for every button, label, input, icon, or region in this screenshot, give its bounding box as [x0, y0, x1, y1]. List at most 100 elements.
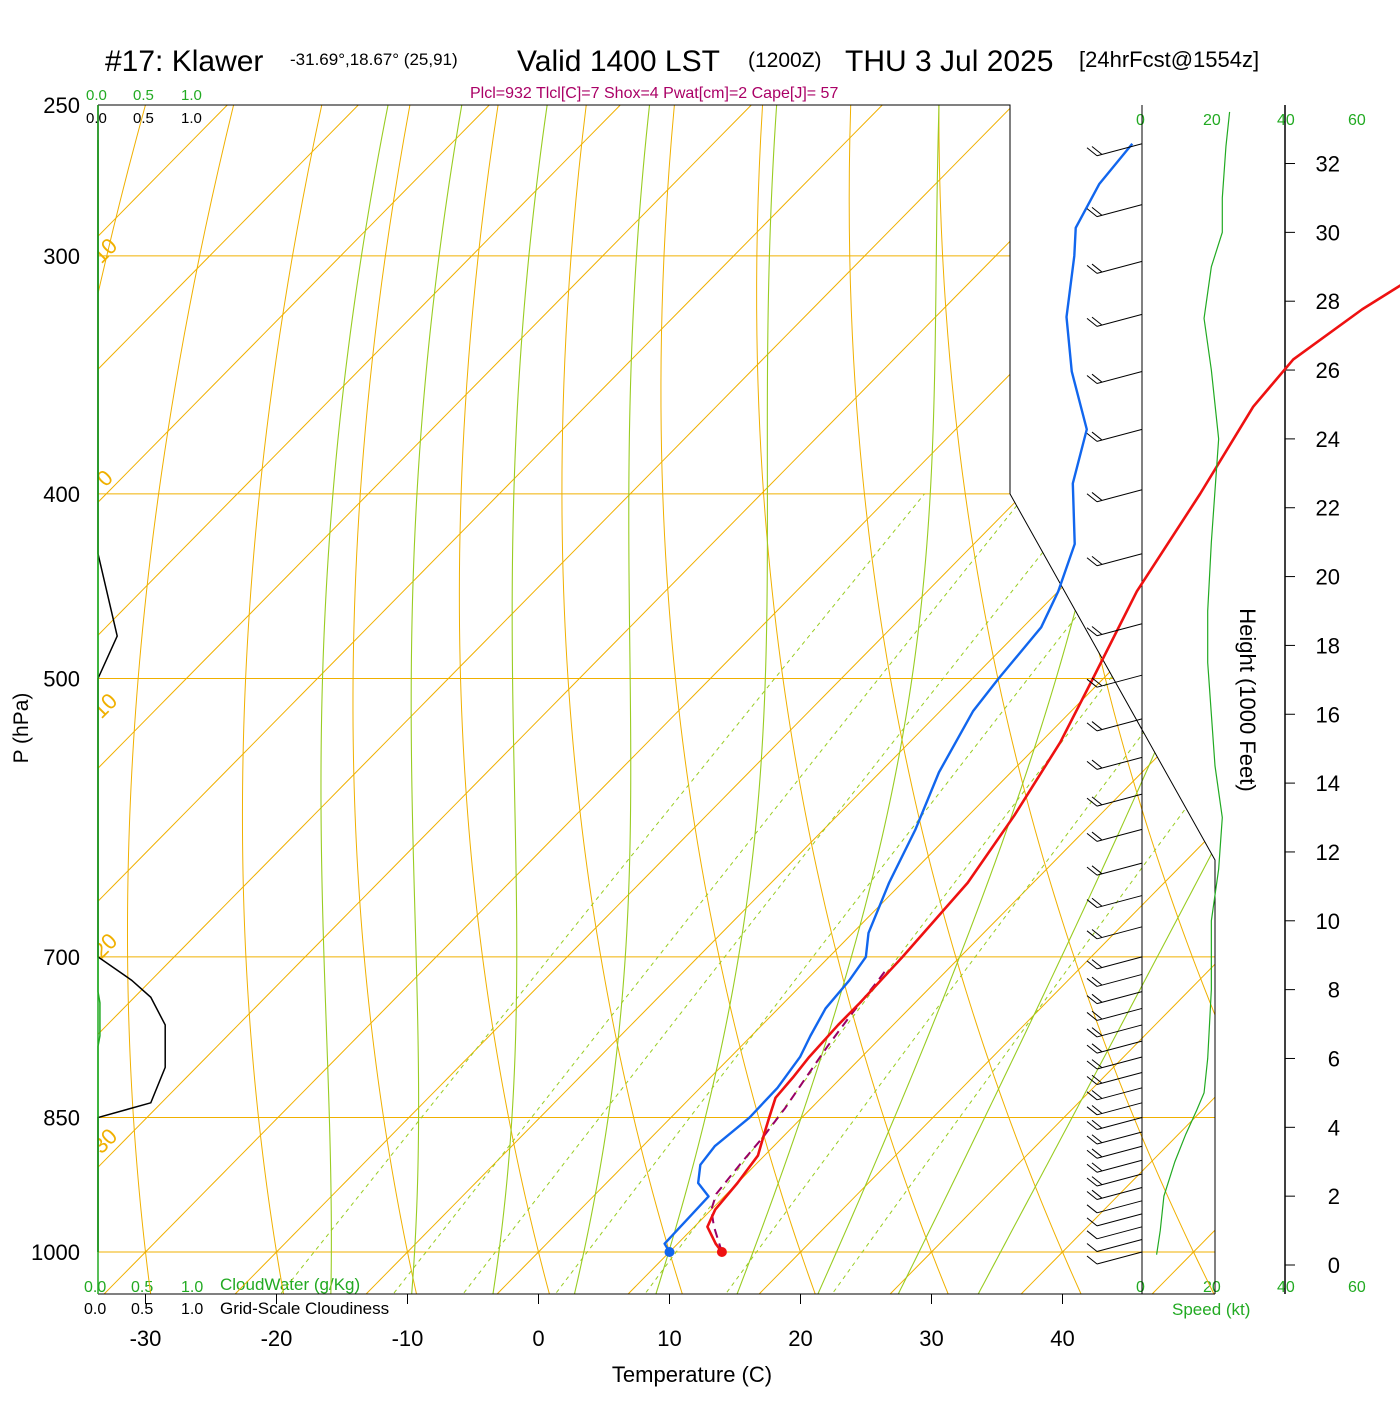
wind-barb-flag	[1087, 1256, 1097, 1264]
surface-dewpoint-dot	[665, 1247, 675, 1257]
height-axis-title: Height (1000 Feet)	[1235, 608, 1260, 791]
cloudiness-top-tick-2: 1.0	[181, 110, 202, 127]
dry-adiabat-line	[1026, 0, 1367, 1331]
height-tick-label: 26	[1316, 358, 1340, 383]
speed-bottom-tick-3: 60	[1348, 1279, 1366, 1296]
mixing-ratio-line	[251, 494, 924, 1331]
x-tick-label: 0	[532, 1326, 544, 1351]
wind-barb-staff	[1097, 429, 1142, 441]
isotherm-label: 10	[1354, 511, 1389, 546]
mixing-ratio-line	[435, 494, 1089, 1331]
mixing-ratio-line	[365, 494, 1027, 1331]
isotherm-label: 10	[87, 233, 122, 268]
x-axis-title: Temperature (C)	[612, 1362, 772, 1387]
cloudwater-top-tick-0: 0.0	[86, 87, 107, 104]
wind-barb-staff	[1097, 1088, 1142, 1100]
height-tick-label: 8	[1328, 978, 1340, 1003]
cloudwater-top-tick-2: 1.0	[181, 87, 202, 104]
mixing-ratio-label: 3	[428, 1309, 449, 1328]
isotherm-label: 20	[1359, 639, 1394, 674]
pressure-tick-label: 500	[43, 667, 80, 692]
height-tick-label: 30	[1316, 220, 1340, 245]
x-tick-label: -20	[261, 1326, 293, 1351]
y-axis-title: P (hPa)	[10, 693, 33, 764]
cloudiness-axis-label: Grid-Scale Cloudiness	[220, 1299, 389, 1318]
height-tick-label: 0	[1328, 1253, 1340, 1278]
wind-speed-line	[1157, 112, 1230, 1255]
isotherm-label: 20	[87, 928, 122, 963]
speed-top-tick-3: 60	[1348, 112, 1366, 129]
wind-barb-staff	[1097, 896, 1142, 908]
isotherm-line	[0, 105, 1013, 1331]
wind-barb-staff	[1097, 1132, 1142, 1144]
cloudiness-bottom-tick-2: 1.0	[181, 1301, 203, 1318]
moist-adiabat-line	[566, 105, 650, 1331]
cloudiness-bottom-tick-0: 0.0	[84, 1301, 106, 1318]
x-tick-label: 10	[657, 1326, 681, 1351]
surface-temperature-dot	[717, 1247, 727, 1257]
wind-barb-staff	[1097, 144, 1142, 156]
height-tick-label: 16	[1316, 702, 1340, 727]
wind-barb-staff	[1097, 261, 1142, 273]
wind-barb-staff	[1097, 1118, 1142, 1130]
speed-axis-label: Speed (kt)	[1172, 1300, 1250, 1319]
x-tick-label: -10	[392, 1326, 424, 1351]
x-tick-label: 40	[1050, 1326, 1074, 1351]
cloudiness-bottom-tick-1: 0.5	[131, 1301, 153, 1318]
wind-barb-staff	[1097, 1008, 1142, 1020]
isotherm-label: 30	[87, 1123, 122, 1158]
dry-adiabat-line	[1193, 0, 1400, 1331]
speed-top-tick-1: 20	[1203, 112, 1221, 129]
wind-barb-staff	[1097, 719, 1142, 731]
station-coords: -31.69°,18.67° (25,91)	[290, 50, 458, 69]
wind-barb-flag	[1087, 1243, 1097, 1251]
sounding-series	[665, 144, 1400, 1257]
height-tick-label: 12	[1316, 840, 1340, 865]
mixing-ratio-line	[806, 494, 1400, 1331]
height-tick-label: 4	[1328, 1115, 1340, 1140]
cloudiness-top-tick-0: 0.0	[86, 110, 107, 127]
dry-adiabat-line	[459, 0, 559, 1331]
mixing-ratio-label: 12	[689, 1305, 715, 1331]
wind-barb-staff	[1097, 1160, 1142, 1172]
height-tick-label: 10	[1316, 909, 1340, 934]
dry-adiabat-line	[661, 0, 829, 1331]
isotherm-line	[0, 105, 358, 1331]
moist-adiabat-line	[801, 105, 1145, 1331]
height-tick-label: 2	[1328, 1184, 1340, 1209]
wind-barb-staff	[1097, 314, 1142, 326]
pressure-tick-label: 850	[43, 1106, 80, 1131]
height-tick-label: 32	[1316, 152, 1340, 177]
wind-barb-staff	[1097, 1187, 1142, 1199]
speed-bottom-tick-0: 0	[1136, 1279, 1145, 1296]
height-tick-label: 6	[1328, 1046, 1340, 1071]
height-tick-label: 20	[1316, 565, 1340, 590]
wind-barb-flag	[1087, 1205, 1097, 1213]
wind-barb-staff	[1097, 974, 1142, 986]
cloudwater-axis-label: CloudWater (g/Kg)	[220, 1275, 360, 1294]
frame-right-edge	[98, 105, 1215, 1294]
moist-adiabat-line	[408, 105, 461, 1331]
height-tick-label: 14	[1316, 771, 1340, 796]
dry-adiabat-line	[757, 0, 964, 1331]
cloudwater-bottom-tick-0: 0.0	[84, 1279, 106, 1296]
speed-bottom-tick-1: 20	[1203, 1279, 1221, 1296]
wind-barb-staff	[1097, 1252, 1142, 1264]
speed-top-tick-2: 40	[1277, 112, 1295, 129]
valid-date: THU 3 Jul 2025	[845, 45, 1053, 78]
moist-adiabat-line	[321, 105, 388, 1331]
dry-adiabat-line	[939, 0, 1233, 1331]
isotherm-line	[0, 105, 882, 1331]
height-tick-label: 28	[1316, 289, 1340, 314]
moist-adiabat-line	[880, 105, 1377, 1331]
wind-barb-staff	[1097, 1103, 1142, 1115]
mixing-ratio-line	[699, 494, 1325, 1331]
isotherm-line	[0, 105, 620, 1331]
isotherm-label: 30	[1339, 793, 1374, 828]
pressure-tick-label: 1000	[31, 1240, 80, 1265]
moist-adiabat-line	[487, 105, 547, 1331]
height-tick-label: 24	[1316, 427, 1340, 452]
wind-barb-staff	[1097, 205, 1142, 217]
pressure-tick-label: 400	[43, 482, 80, 507]
